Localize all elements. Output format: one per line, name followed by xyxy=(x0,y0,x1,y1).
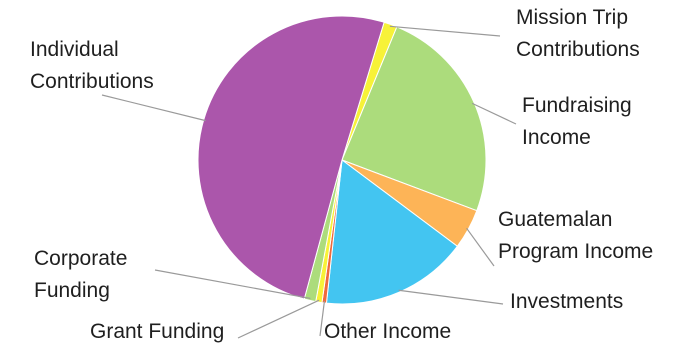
label-grant-funding: Grant Funding xyxy=(90,320,224,343)
leader-investments xyxy=(398,289,504,305)
slice-labels: Mission Trip Contributions Fundraising Inco… xyxy=(30,6,653,343)
label-corporate-funding: Corporate Funding xyxy=(34,247,127,302)
label-investments: Investments xyxy=(510,290,623,313)
leader-lines xyxy=(101,25,517,339)
label-fundraising-income: Fundraising Income xyxy=(522,94,632,149)
leader-individual-contributions xyxy=(101,94,206,122)
label-guatemalan-program-income: Guatemalan Program Income xyxy=(498,208,653,263)
leader-fundraising-income xyxy=(471,102,517,125)
slice-investments xyxy=(325,159,459,305)
label-individual-contributions: Individual Contributions xyxy=(30,38,154,93)
slice-fundraising-income xyxy=(341,26,487,212)
label-mission-trip-contributions: Mission Trip Contributions xyxy=(516,6,640,61)
leader-mission-trip-contributions xyxy=(389,25,501,37)
pie-slices xyxy=(197,15,487,305)
leader-other-income xyxy=(319,300,326,337)
leader-corporate-funding xyxy=(154,269,311,300)
leader-grant-funding xyxy=(237,299,320,339)
leader-guatemalan-program-income xyxy=(466,227,495,267)
label-other-income: Other Income xyxy=(324,320,451,343)
